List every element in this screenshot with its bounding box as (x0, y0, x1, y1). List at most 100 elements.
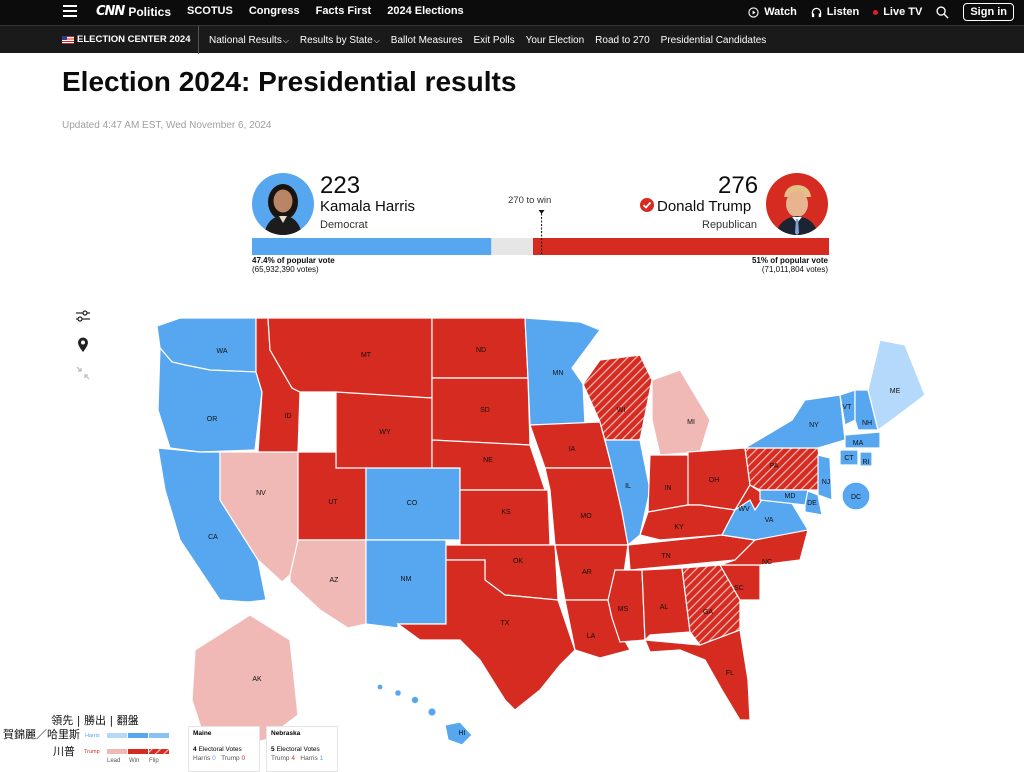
state-nc[interactable] (719, 529, 809, 566)
state-me[interactable] (867, 339, 926, 432)
legend-harris-tag: Harris (85, 733, 100, 739)
state-mi[interactable] (651, 369, 711, 456)
subnav-exit-polls[interactable]: Exit Polls (473, 34, 515, 46)
state-wv[interactable] (734, 484, 766, 512)
state-label-me: ME (890, 388, 901, 395)
state-wi[interactable] (582, 354, 653, 441)
state-label-ga: GA (703, 609, 713, 616)
nav-scotus[interactable]: SCOTUS (187, 5, 233, 17)
state-ca[interactable] (157, 447, 267, 603)
state-il[interactable] (604, 439, 651, 547)
harris-party: Democrat (320, 219, 368, 231)
brand-logo[interactable]: CNN Politics (96, 4, 171, 19)
state-nm[interactable] (365, 539, 447, 629)
state-dc[interactable] (841, 481, 871, 511)
maine-split-card[interactable]: Maine 4 Electoral Votes Harris 0 Trump 0 (188, 726, 260, 772)
state-fl[interactable] (644, 629, 751, 721)
state-hi[interactable] (444, 721, 473, 746)
location-pin-icon[interactable] (77, 337, 89, 353)
hamburger-menu-icon[interactable] (63, 5, 77, 17)
nav-2024-elections[interactable]: 2024 Elections (387, 5, 464, 17)
state-label-wi: WI (617, 407, 626, 414)
harris-avatar (252, 173, 314, 235)
state-ma[interactable] (844, 431, 881, 449)
state-mt[interactable] (267, 317, 433, 399)
maine-harris-label: Harris (193, 755, 211, 762)
nav-facts-first[interactable]: Facts First (315, 5, 372, 17)
state-tx[interactable] (396, 559, 576, 711)
state-label-ri: RI (863, 459, 870, 466)
collapse-arrows-icon[interactable] (76, 366, 90, 380)
election-center-label: ELECTION CENTER 2024 (77, 34, 191, 45)
legend-trump-tag: Trump (84, 749, 100, 755)
state-label-ct: CT (844, 455, 854, 462)
us-flag-icon (62, 35, 74, 44)
live-tv-link[interactable]: Live TV (873, 6, 922, 18)
state-label-vt: VT (843, 404, 853, 411)
state-ia[interactable] (529, 421, 613, 469)
subnav-ballot-measures[interactable]: Ballot Measures (390, 34, 463, 46)
state-label-dc: DC (851, 494, 861, 501)
subnav-national-results[interactable]: National Results⌵ (209, 35, 289, 46)
state-ks[interactable] (459, 489, 551, 546)
state-pa[interactable] (744, 447, 823, 491)
state-in[interactable] (647, 454, 691, 513)
trump-electoral-votes: 276 (718, 172, 759, 199)
state-az[interactable] (289, 539, 367, 629)
brand-section: Politics (128, 4, 171, 19)
search-icon[interactable] (936, 5, 949, 19)
state-ri[interactable] (859, 451, 873, 467)
sign-in-button[interactable]: Sign in (963, 3, 1014, 21)
maine-ev: 4 Electoral Votes (193, 746, 255, 753)
subnav-road-to-270[interactable]: Road to 270 (595, 34, 650, 46)
nebraska-harris-label: Harris (300, 755, 318, 762)
subnav-presidential-candidates[interactable]: Presidential Candidates (660, 34, 767, 46)
state-label-ca: CA (208, 534, 218, 541)
harris-name[interactable]: Kamala Harris (320, 198, 416, 215)
state-label-ks: KS (501, 509, 511, 516)
maine-harris-count: 0 (212, 755, 216, 762)
nebraska-title: Nebraska (271, 730, 301, 737)
trump-portrait (776, 185, 818, 235)
maine-ev-count: 4 (193, 746, 197, 753)
hawaii-island (427, 707, 437, 717)
listen-label: Listen (826, 6, 860, 18)
state-ak[interactable] (191, 614, 299, 749)
subnav-label: Results by State (299, 34, 373, 46)
watch-link[interactable]: Watch (748, 6, 797, 18)
legend-harris-win (128, 733, 148, 738)
state-nh[interactable] (854, 389, 879, 431)
state-label-nc: NC (762, 559, 772, 566)
trump-name[interactable]: Donald Trump (657, 198, 752, 215)
hawaii-island (394, 688, 403, 697)
state-label-ut: UT (328, 499, 338, 506)
filter-sliders-icon[interactable] (75, 309, 91, 323)
state-ct[interactable] (839, 449, 859, 466)
state-ky[interactable] (639, 504, 736, 541)
legend-trump-flip (149, 749, 169, 754)
election-center-link[interactable]: ELECTION CENTER 2024 (62, 34, 191, 45)
subnav-your-election[interactable]: Your Election (525, 34, 585, 46)
hawaii-island (376, 683, 384, 691)
state-label-nj: NJ (822, 479, 831, 486)
watch-label: Watch (764, 6, 797, 18)
top-navigation-bar: CNN Politics SCOTUS Congress Facts First… (0, 0, 1024, 25)
page-title: Election 2024: Presidential results (62, 66, 517, 97)
nav-congress[interactable]: Congress (248, 5, 300, 17)
harris-electoral-votes: 223 (320, 172, 361, 199)
nebraska-split-card[interactable]: Nebraska 5 Electoral Votes Trump 4 Harri… (266, 726, 338, 772)
state-md[interactable] (759, 489, 809, 506)
listen-link[interactable]: Listen (811, 6, 859, 18)
state-al[interactable] (641, 567, 691, 642)
state-nj[interactable] (817, 454, 833, 501)
state-ny[interactable] (742, 394, 846, 449)
top-right-actions: Watch Listen Live TV Sign in (748, 3, 1014, 21)
winner-check-icon (640, 198, 654, 212)
election-subnav: National Results⌵ Results by State⌵ Ball… (198, 26, 766, 54)
state-label-nh: NH (862, 420, 872, 427)
subnav-results-by-state[interactable]: Results by State⌵ (300, 35, 380, 46)
state-label-al: AL (660, 604, 669, 611)
state-label-il: IL (625, 483, 631, 490)
state-label-id: ID (285, 413, 292, 420)
